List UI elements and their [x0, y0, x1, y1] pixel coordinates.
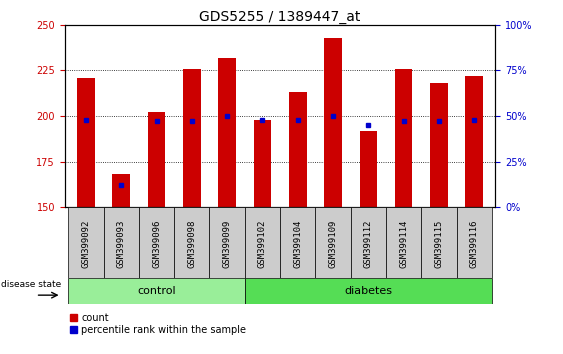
Text: GSM399115: GSM399115: [435, 220, 444, 268]
Bar: [457, 207, 492, 278]
Bar: [245, 278, 492, 304]
Bar: [421, 207, 457, 278]
Bar: [395, 69, 413, 207]
Bar: [324, 38, 342, 207]
Text: control: control: [137, 286, 176, 296]
Bar: [77, 78, 95, 207]
Bar: [280, 207, 315, 278]
Bar: [289, 92, 307, 207]
Bar: [351, 207, 386, 278]
Bar: [113, 174, 130, 207]
Title: GDS5255 / 1389447_at: GDS5255 / 1389447_at: [199, 10, 361, 24]
Bar: [139, 207, 174, 278]
Text: GSM399116: GSM399116: [470, 220, 479, 268]
Text: disease state: disease state: [1, 280, 61, 289]
Bar: [183, 69, 200, 207]
Text: GSM399092: GSM399092: [82, 220, 91, 268]
Bar: [68, 207, 104, 278]
Bar: [386, 207, 421, 278]
Text: GSM399109: GSM399109: [329, 220, 338, 268]
Text: GSM399098: GSM399098: [187, 220, 196, 268]
Bar: [245, 207, 280, 278]
Bar: [68, 278, 245, 304]
Bar: [466, 76, 483, 207]
Bar: [315, 207, 351, 278]
Text: GSM399099: GSM399099: [222, 220, 231, 268]
Text: GSM399096: GSM399096: [152, 220, 161, 268]
Text: GSM399114: GSM399114: [399, 220, 408, 268]
Legend: count, percentile rank within the sample: count, percentile rank within the sample: [70, 313, 246, 335]
Bar: [360, 131, 377, 207]
Bar: [253, 120, 271, 207]
Bar: [218, 58, 236, 207]
Text: GSM399104: GSM399104: [293, 220, 302, 268]
Text: GSM399112: GSM399112: [364, 220, 373, 268]
Text: GSM399102: GSM399102: [258, 220, 267, 268]
Text: GSM399093: GSM399093: [117, 220, 126, 268]
Bar: [148, 112, 166, 207]
Bar: [104, 207, 139, 278]
Bar: [209, 207, 245, 278]
Bar: [174, 207, 209, 278]
Text: diabetes: diabetes: [345, 286, 392, 296]
Bar: [430, 83, 448, 207]
